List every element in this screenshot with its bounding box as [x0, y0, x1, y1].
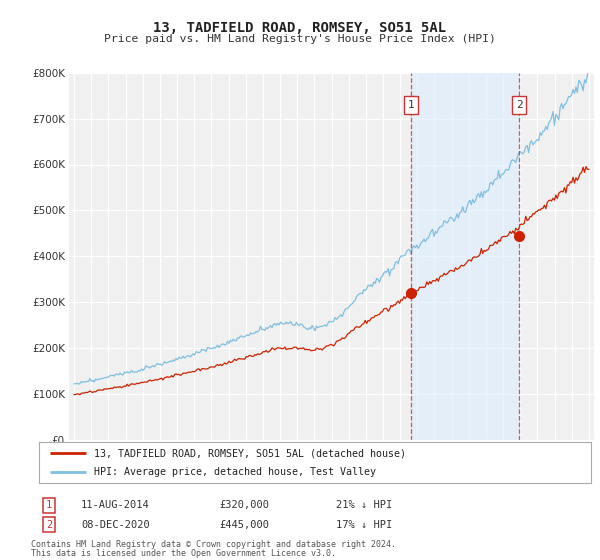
Text: 11-AUG-2014: 11-AUG-2014	[81, 500, 150, 510]
Text: Price paid vs. HM Land Registry's House Price Index (HPI): Price paid vs. HM Land Registry's House …	[104, 34, 496, 44]
Text: 2: 2	[515, 100, 523, 110]
Text: HPI: Average price, detached house, Test Valley: HPI: Average price, detached house, Test…	[94, 467, 376, 477]
Text: 1: 1	[407, 100, 414, 110]
Text: Contains HM Land Registry data © Crown copyright and database right 2024.: Contains HM Land Registry data © Crown c…	[31, 540, 396, 549]
Text: £445,000: £445,000	[219, 520, 269, 530]
Text: 13, TADFIELD ROAD, ROMSEY, SO51 5AL: 13, TADFIELD ROAD, ROMSEY, SO51 5AL	[154, 21, 446, 35]
Text: £320,000: £320,000	[219, 500, 269, 510]
Text: 21% ↓ HPI: 21% ↓ HPI	[336, 500, 392, 510]
Text: 17% ↓ HPI: 17% ↓ HPI	[336, 520, 392, 530]
Text: 2: 2	[46, 520, 52, 530]
Text: This data is licensed under the Open Government Licence v3.0.: This data is licensed under the Open Gov…	[31, 549, 336, 558]
Text: 08-DEC-2020: 08-DEC-2020	[81, 520, 150, 530]
Text: 13, TADFIELD ROAD, ROMSEY, SO51 5AL (detached house): 13, TADFIELD ROAD, ROMSEY, SO51 5AL (det…	[94, 449, 406, 458]
Bar	[411, 73, 519, 440]
Text: 1: 1	[46, 500, 52, 510]
